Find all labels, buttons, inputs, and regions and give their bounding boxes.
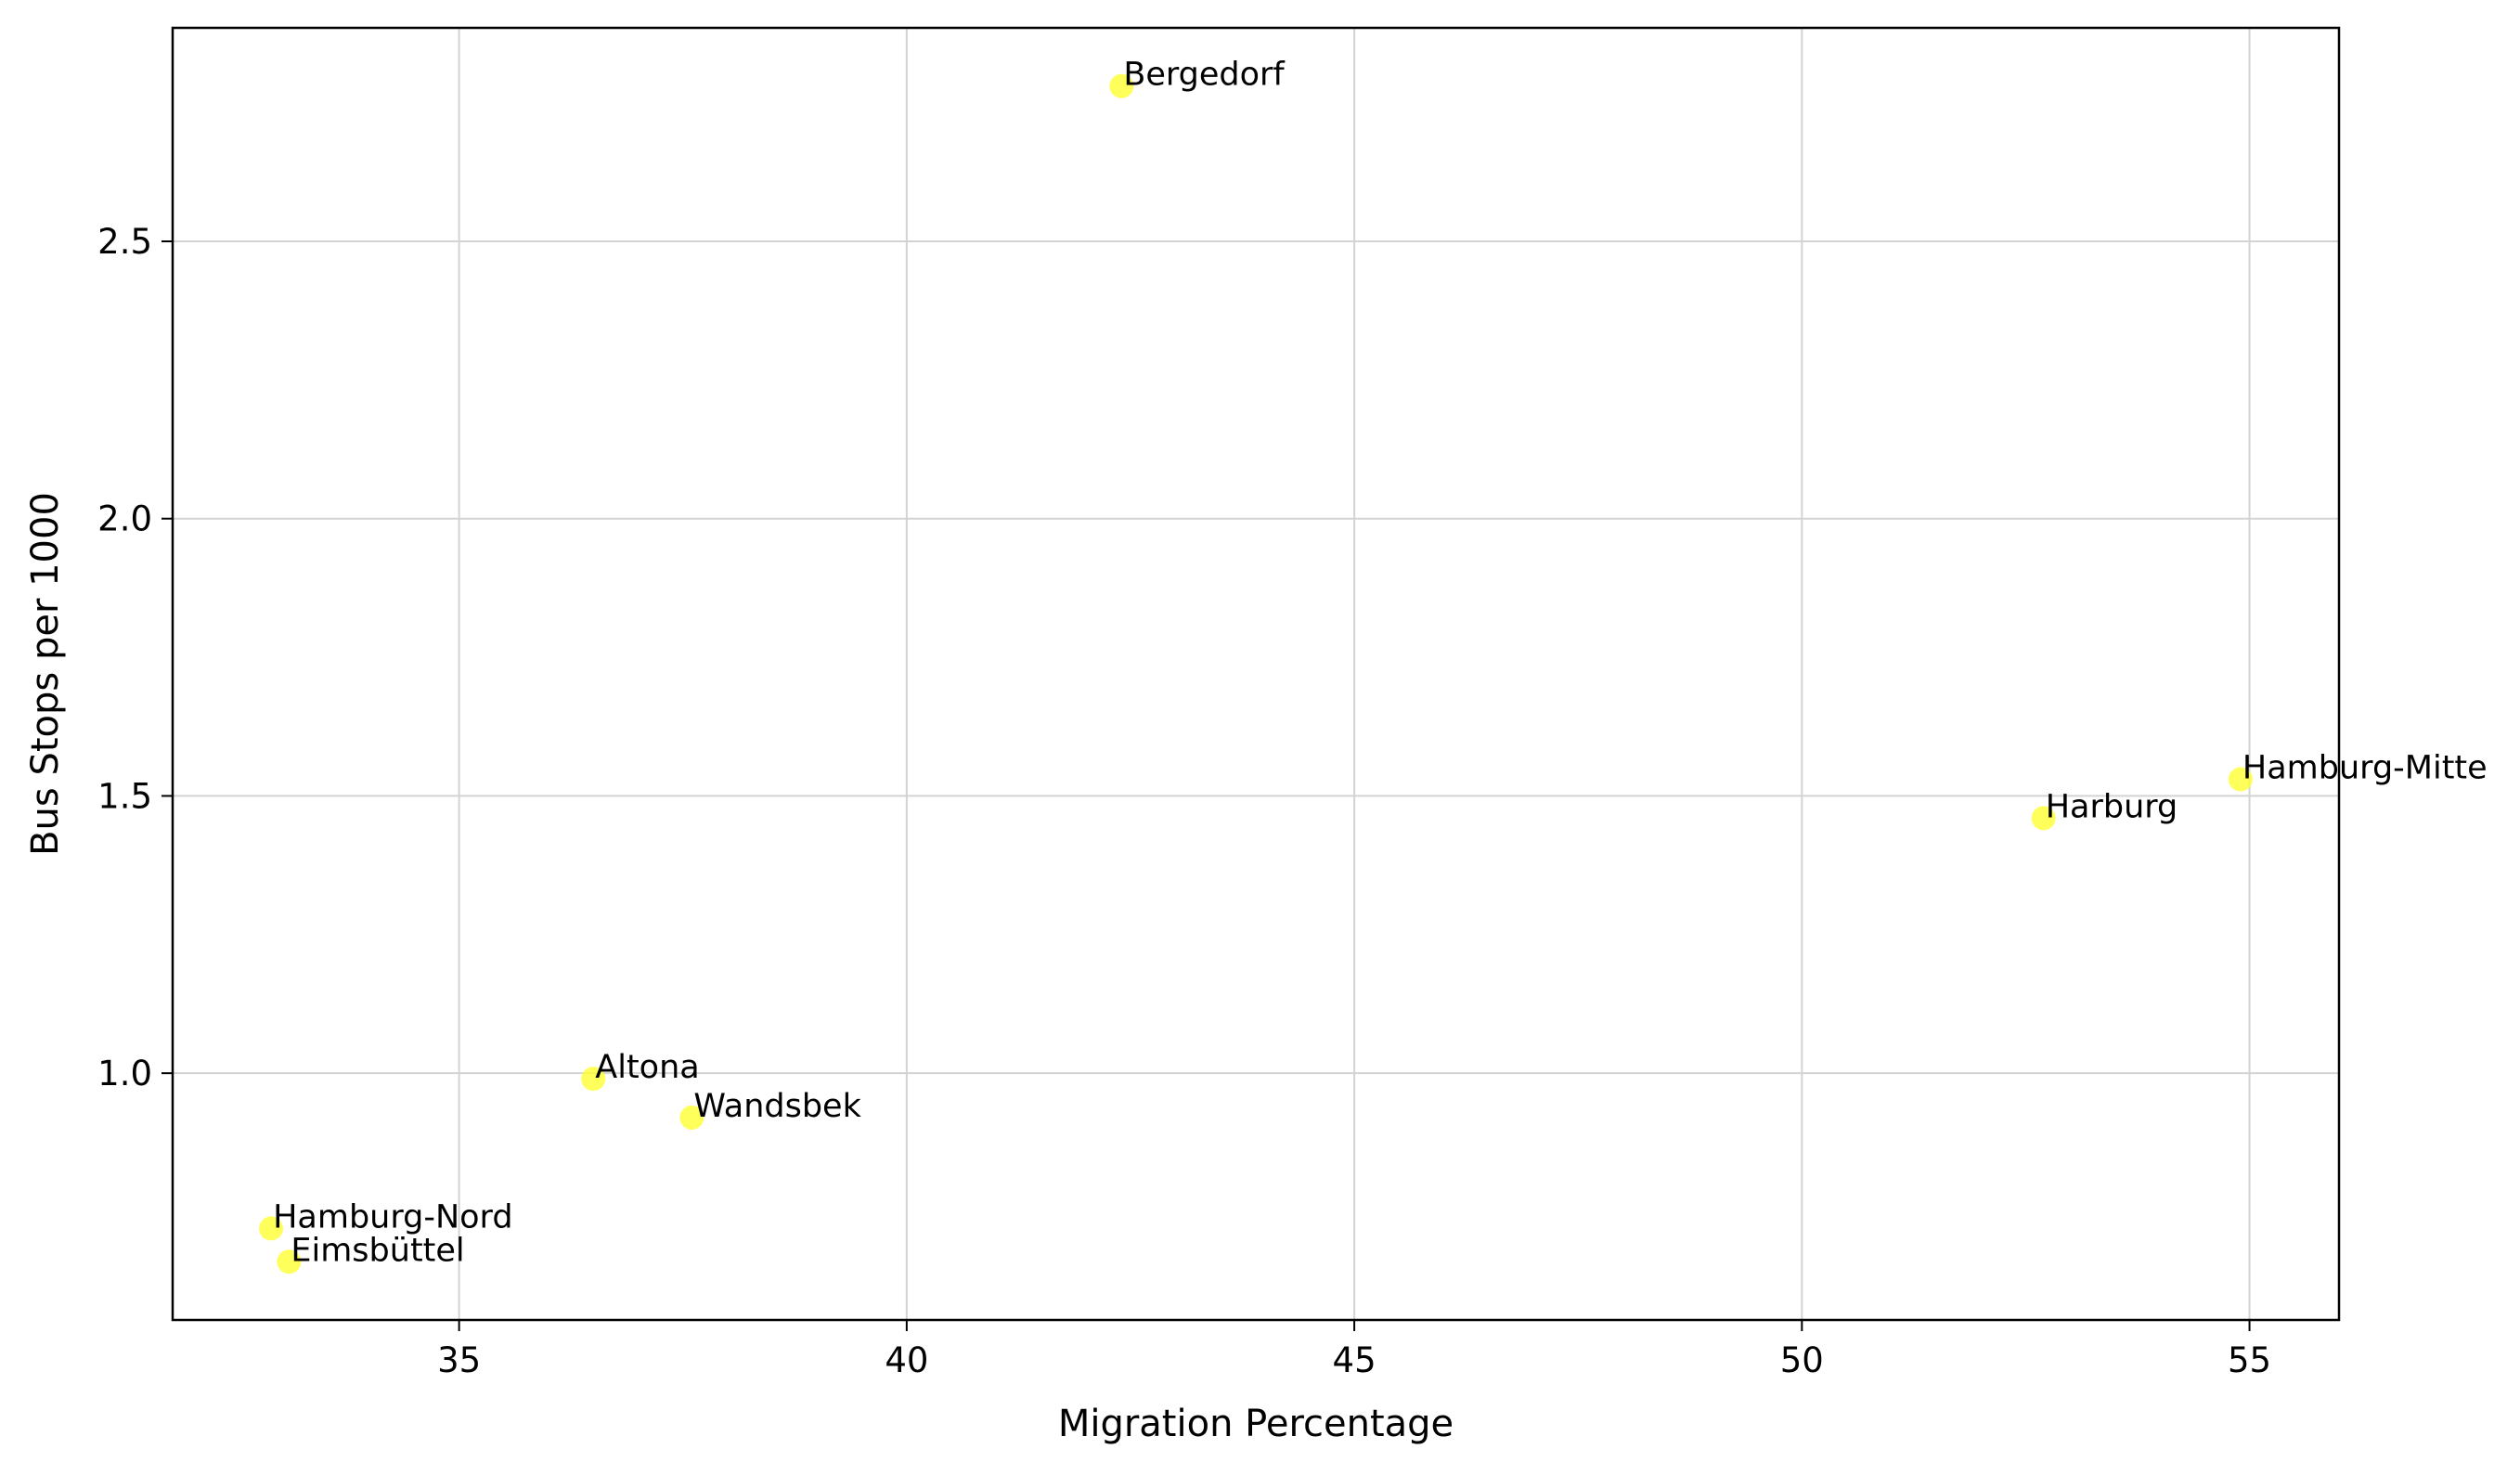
point-labels-layer: Bergedorf Hamburg-Mitte Harburg AltonaWands…	[273, 57, 2488, 1270]
point-label: Hamburg-Nord	[273, 1198, 512, 1236]
y-axis-label: Bus Stops per 1000	[24, 492, 67, 856]
x-tick-label: 45	[1333, 1340, 1376, 1380]
points-layer	[259, 73, 2253, 1274]
point-label: Wandsbek	[693, 1088, 861, 1125]
scatter-point	[581, 1067, 606, 1092]
y-tick-label: 1.0	[97, 1054, 152, 1093]
x-tick-label: 50	[1780, 1340, 1824, 1380]
scatter-point	[277, 1249, 302, 1274]
point-label: Eimsbüttel	[291, 1232, 464, 1269]
scatter-point	[2031, 806, 2056, 831]
scatter-point	[1109, 73, 1134, 98]
point-label: Bergedorf	[1123, 57, 1285, 94]
y-tick-label: 2.0	[97, 499, 152, 539]
grid-layer	[173, 28, 2339, 1320]
x-tick-label: 40	[885, 1340, 928, 1380]
scatter-point	[259, 1216, 284, 1241]
point-label: Altona	[595, 1049, 699, 1086]
y-tick-label: 1.5	[97, 776, 152, 816]
y-tick-label: 2.5	[97, 222, 152, 262]
plot-frame	[171, 26, 2341, 1322]
x-tick-label: 55	[2228, 1340, 2271, 1380]
scatter-point	[2228, 767, 2253, 792]
point-label: Hamburg-Mitte	[2242, 750, 2488, 787]
x-axis-label: Migration Percentage	[1058, 1403, 1454, 1445]
point-label: Harburg	[2046, 788, 2178, 825]
ticks-layer: 35 40 45 50 55 1.0 1.5 2.0 2.5	[97, 222, 2271, 1380]
x-tick-label: 35	[437, 1340, 481, 1380]
scatter-point	[679, 1105, 704, 1130]
